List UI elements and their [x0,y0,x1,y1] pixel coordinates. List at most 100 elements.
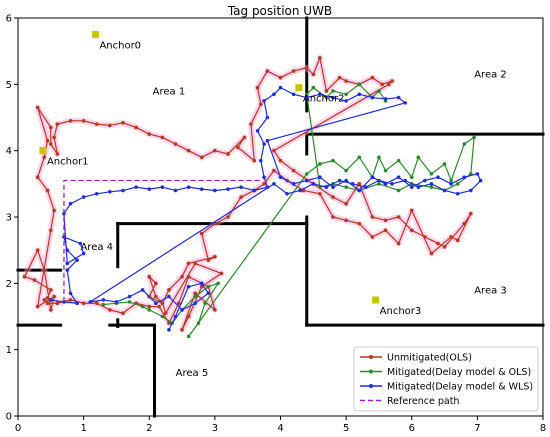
series-point [81,119,86,123]
series-point [101,298,106,302]
series-point [45,301,50,306]
series-point [272,168,276,173]
series-line [23,57,472,331]
series-point [206,291,211,296]
series-point [377,178,381,183]
series-point [108,308,112,312]
series-point [311,72,316,77]
series-point [370,95,375,100]
series-point [423,178,427,183]
series-point [199,187,204,191]
series-point [259,158,263,163]
series-point [409,208,414,213]
legend-label: Unmitigated(OLS) [387,353,472,364]
series-point [291,168,296,173]
y-tick-label: 3 [6,213,12,224]
series-point [199,281,204,286]
series-point [331,185,335,189]
series-point [344,218,348,223]
series-point [318,175,322,179]
series-point [239,195,243,199]
series-point [206,258,211,262]
anchors: Anchor0 Anchor1 Anchor2 Anchor3 [39,31,421,317]
series-point [472,135,476,140]
area-labels: Area 1 Area 2 Area 3 Area 4 Area 5 [80,70,506,380]
series-line [103,83,475,337]
series-point [22,274,27,279]
series-point [409,175,414,179]
series-point [203,301,207,306]
series-point [199,155,204,160]
area-label: Area 1 [153,86,186,97]
series-point [377,89,381,93]
series-point [88,300,92,304]
series-point [429,182,434,186]
series-point [65,268,70,272]
x-tick-label: 3 [212,423,218,434]
series-point [121,188,125,193]
series-point [49,125,53,130]
series-point [265,185,270,189]
series-point [331,195,335,199]
series-point [383,228,388,233]
series-point [180,274,184,279]
series-point [429,185,434,189]
series-point [114,300,119,304]
series-point [331,89,335,93]
series-point [55,152,60,156]
series-point [370,175,375,179]
series-point [462,175,467,179]
series-point [455,182,460,186]
area-label: Area 5 [176,368,209,379]
series-point [449,178,453,183]
y-tick-label: 0 [6,412,12,423]
series-point [213,308,217,312]
series-point [272,148,276,153]
x-tick-label: 0 [15,423,21,434]
x-tick-label: 5 [343,423,349,434]
series-point [55,301,60,306]
series-point [167,288,171,292]
series-point [344,79,348,83]
series-point [49,142,53,146]
series-point [344,168,348,173]
series-point [81,301,86,306]
series-point [101,302,106,307]
series-point [160,314,165,319]
series-point [380,82,385,87]
legend-label: Mitigated(Delay model & OLS) [387,367,531,378]
series-point [45,296,50,300]
series-point [68,201,73,206]
x-tick-label: 4 [277,423,283,434]
anchor-label: Anchor2 [303,94,345,105]
series-point [242,135,247,140]
series-point [442,188,447,193]
series-point [239,185,243,189]
series-point [462,221,467,226]
series-point [259,102,263,107]
series-point [121,311,125,315]
series-point [147,308,152,312]
walls [16,16,545,418]
series-point [409,228,414,233]
series-point [403,178,407,183]
series-point [304,92,309,97]
series-point [226,152,230,156]
series-point [357,221,362,226]
series-point [265,138,270,143]
anchor-marker [39,147,47,155]
series-point [180,308,184,312]
series-point [304,95,309,100]
series-point [449,182,453,186]
series-point [396,241,401,246]
series-point [108,189,112,194]
series-point [390,79,394,83]
series-point [78,241,83,246]
series-point [304,65,309,70]
y-tick-label: 6 [6,14,12,25]
series-point [154,281,158,286]
series-point [370,235,375,239]
legend-marker [369,384,373,388]
series-point [350,182,355,186]
series-point [193,291,197,296]
